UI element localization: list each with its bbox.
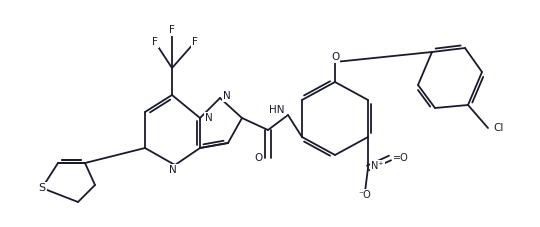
Text: O: O <box>331 52 339 62</box>
Text: N⁺: N⁺ <box>371 161 383 171</box>
Text: O: O <box>255 153 263 163</box>
Text: N: N <box>205 113 213 123</box>
Text: =O: =O <box>393 153 409 163</box>
Text: Cl: Cl <box>493 123 503 133</box>
Text: F: F <box>152 37 158 47</box>
Text: HN: HN <box>269 105 285 115</box>
Text: N: N <box>223 91 231 101</box>
Text: ⁻O: ⁻O <box>359 190 372 200</box>
Text: S: S <box>38 183 45 193</box>
Text: F: F <box>169 25 175 35</box>
Text: N: N <box>169 165 177 175</box>
Text: F: F <box>192 37 198 47</box>
